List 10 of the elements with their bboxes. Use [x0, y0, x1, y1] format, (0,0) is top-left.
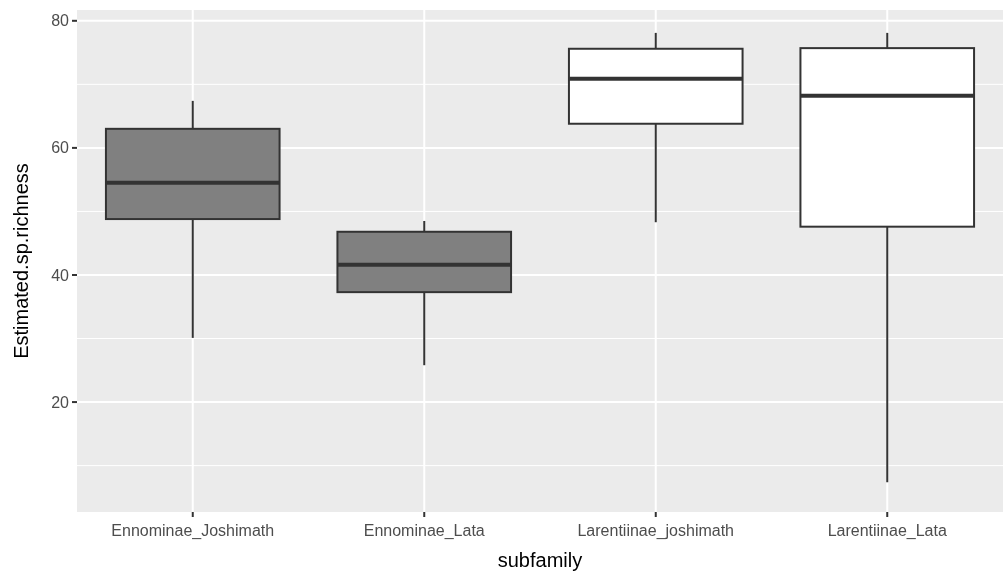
x-tick-label: Larentiinae_joshimath: [577, 522, 735, 540]
y-tick-label: 80: [51, 12, 70, 30]
y-tick-label: 60: [51, 139, 70, 157]
y-tick-label: 40: [51, 266, 70, 284]
x-axis-title: subfamily: [497, 549, 583, 571]
y-tick-label: 20: [51, 393, 70, 411]
y-axis-title: Estimated.sp.richness: [10, 163, 32, 359]
x-tick-label: Larentiinae_Lata: [827, 522, 947, 540]
x-tick-label: Ennominae_Lata: [363, 522, 485, 540]
x-tick-label: Ennominae_Joshimath: [111, 522, 275, 540]
